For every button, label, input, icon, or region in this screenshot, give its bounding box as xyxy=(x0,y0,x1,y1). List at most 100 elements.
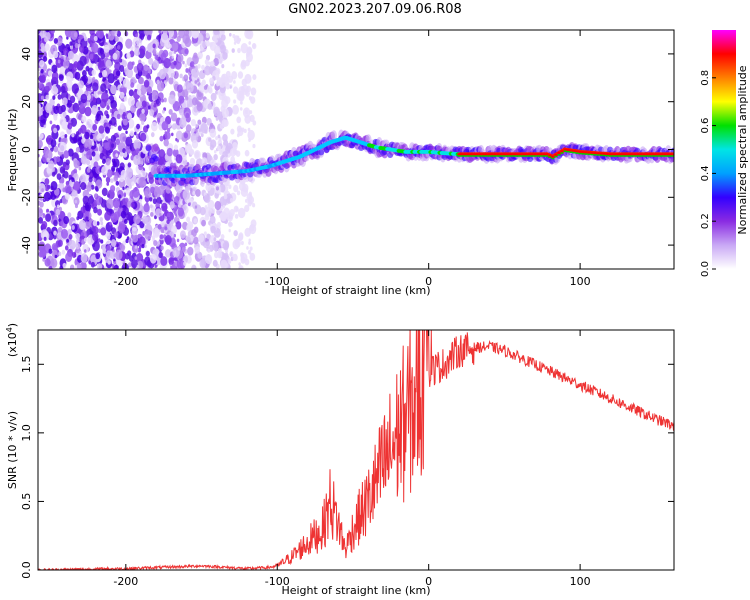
noise-dot xyxy=(197,251,203,259)
noise-dot xyxy=(126,52,131,60)
noise-dot xyxy=(109,221,112,226)
noise-dot xyxy=(67,148,74,157)
noise-dot xyxy=(52,95,56,100)
ridge-peak xyxy=(602,152,606,155)
noise-dot xyxy=(138,163,143,171)
ridge-peak xyxy=(484,153,488,156)
noise-dot xyxy=(75,146,80,153)
noise-dot xyxy=(76,263,82,269)
noise-dot xyxy=(237,47,241,54)
noise-dot xyxy=(69,45,74,50)
noise-dot xyxy=(220,259,228,269)
noise-dot xyxy=(104,126,110,133)
ridge-peak xyxy=(663,153,667,156)
noise-dot xyxy=(213,149,217,154)
ridge-edge xyxy=(608,155,612,157)
noise-dot xyxy=(235,150,241,157)
y-tick-label: 0.5 xyxy=(20,493,33,511)
x-tick-label: -200 xyxy=(113,275,138,288)
noise-dot xyxy=(244,198,248,203)
ridge-peak xyxy=(584,151,588,154)
ridge-peak xyxy=(511,153,515,156)
noise-dot xyxy=(50,139,57,148)
noise-dot xyxy=(58,74,64,82)
noise-dot xyxy=(69,41,73,46)
noise-dot xyxy=(100,83,107,92)
noise-dot xyxy=(45,213,52,222)
noise-dot xyxy=(176,84,183,93)
noise-dot xyxy=(97,60,105,71)
noise-dot xyxy=(195,132,200,138)
noise-dot xyxy=(194,205,198,209)
ridge-peak xyxy=(630,153,634,156)
noise-dot xyxy=(96,221,100,226)
ridge-peak xyxy=(636,153,640,156)
colorbar-tick-label: 0.0 xyxy=(700,261,711,277)
noise-dot xyxy=(137,247,142,253)
noise-dot xyxy=(59,166,66,174)
noise-dot xyxy=(97,91,100,95)
noise-dot xyxy=(239,107,243,111)
noise-dot xyxy=(57,94,62,100)
noise-dot xyxy=(171,132,174,137)
noise-dot xyxy=(125,167,134,179)
ridge-peak xyxy=(560,150,564,153)
noise-dot xyxy=(177,207,185,217)
noise-dot xyxy=(205,241,210,247)
noise-dot xyxy=(139,45,146,55)
noise-dot xyxy=(194,80,198,84)
noise-dot xyxy=(51,71,59,82)
noise-dot xyxy=(49,120,53,125)
noise-dot xyxy=(44,258,51,267)
ridge-edge xyxy=(524,155,528,157)
noise-dot xyxy=(199,258,207,269)
noise-dot xyxy=(97,263,103,269)
noise-dot xyxy=(221,64,225,69)
noise-dot xyxy=(222,204,226,209)
noise-dot xyxy=(78,80,85,89)
noise-dot xyxy=(67,212,72,218)
ridge-edge xyxy=(499,155,503,157)
noise-dot xyxy=(110,251,116,260)
ridge-peak xyxy=(608,153,612,156)
noise-dot xyxy=(68,234,73,240)
ridge-edge xyxy=(636,155,640,157)
noise-dot xyxy=(201,64,205,71)
ridge-edge xyxy=(515,155,519,157)
noise-dot xyxy=(164,131,171,140)
noise-dot xyxy=(215,136,219,141)
noise-dot xyxy=(89,134,94,140)
noise-dot xyxy=(134,256,138,260)
noise-dot xyxy=(164,235,172,245)
ridge-edge xyxy=(605,155,609,157)
ridge-edge xyxy=(575,152,579,154)
noise-dot xyxy=(204,213,210,221)
noise-dot xyxy=(163,80,167,85)
noise-dot xyxy=(38,140,43,148)
noise-dot xyxy=(161,59,164,64)
noise-dot xyxy=(159,135,164,142)
noise-dot xyxy=(252,203,256,208)
ridge-peak xyxy=(533,153,537,156)
noise-dot xyxy=(57,59,61,64)
ridge-edge xyxy=(511,155,515,157)
ridge-edge xyxy=(469,155,473,157)
noise-dot xyxy=(50,30,56,34)
x-tick-label: -200 xyxy=(113,575,138,588)
ridge-peak xyxy=(515,153,519,156)
noise-dot xyxy=(144,244,147,248)
noise-dot xyxy=(92,76,96,81)
noise-dot xyxy=(179,73,183,79)
noise-dot xyxy=(41,249,47,256)
noise-dot xyxy=(122,186,125,191)
noise-dot xyxy=(119,64,125,73)
noise-dot xyxy=(47,70,53,77)
noise-dot xyxy=(204,65,212,76)
noise-dot xyxy=(238,262,241,266)
noise-dot xyxy=(130,105,136,114)
noise-dot xyxy=(145,250,150,257)
noise-dot xyxy=(114,75,118,80)
noise-dot xyxy=(105,136,109,141)
noise-dot xyxy=(197,91,202,98)
